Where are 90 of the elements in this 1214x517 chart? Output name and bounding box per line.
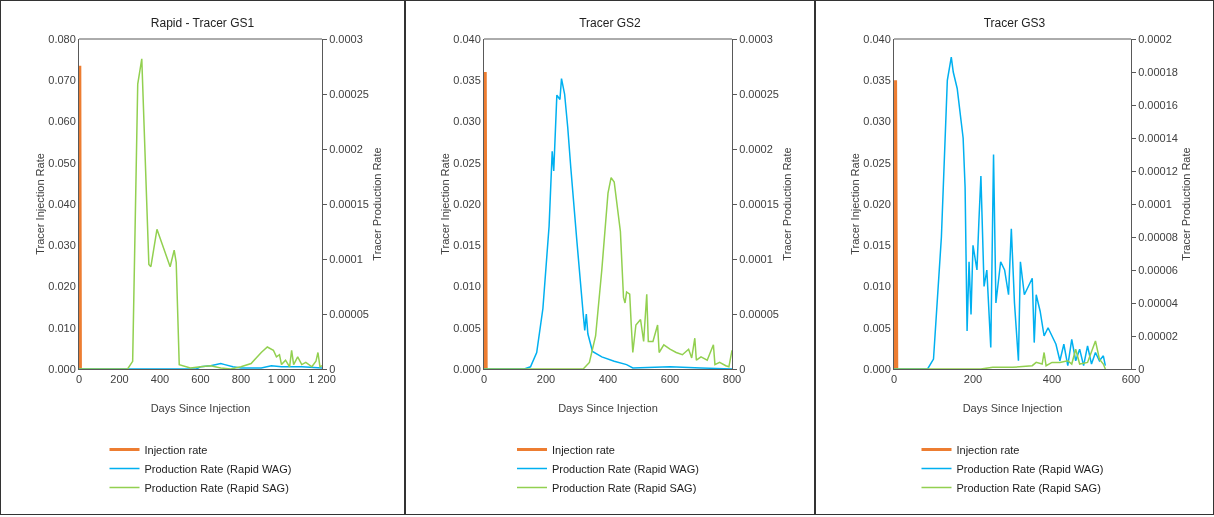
y2-tick-label: 0	[1138, 362, 1145, 375]
x-axis-title: Days Since Injection	[962, 402, 1063, 414]
x-axis-title: Days Since Injection	[150, 402, 251, 414]
y2-tick-label: 0.00016	[1138, 98, 1178, 111]
y2-tick-label: 0.00025	[329, 87, 369, 100]
x-tick-label: 0	[480, 373, 488, 386]
y-tick-label: 0.070	[48, 74, 76, 87]
y-tick-label: 0.025	[863, 156, 891, 169]
x-tick-label: 1 200	[308, 373, 336, 386]
x-tick-label: 200	[110, 373, 129, 386]
legend-label: Production Rate (Rapid WAG)	[144, 462, 292, 475]
y2-tick-label: 0.0002	[329, 142, 363, 155]
y-tick-label: 0.080	[48, 32, 76, 45]
legend-label: Production Rate (Rapid WAG)	[956, 462, 1104, 475]
chart-title: Tracer GS2	[579, 16, 642, 31]
y-tick-label: 0.005	[453, 321, 481, 334]
y-tick-label: 0.015	[863, 239, 891, 252]
y2-tick-label: 0.0003	[739, 32, 773, 45]
y2-tick-label: 0.0002	[1138, 32, 1172, 45]
legend-label: Production Rate (Rapid SAG)	[144, 481, 289, 494]
legend-label: Production Rate (Rapid SAG)	[552, 481, 697, 494]
y2-tick-label: 0.00025	[739, 87, 779, 100]
y2-tick-label: 0.0001	[329, 252, 363, 265]
y-tick-label: 0.035	[863, 74, 891, 87]
x-tick-label: 400	[1042, 373, 1062, 386]
legend-label: Production Rate (Rapid WAG)	[552, 462, 699, 475]
x-axis-title: Days Since Injection	[558, 402, 658, 414]
y-axis-title: Tracer Injection Rate	[439, 153, 452, 255]
y-axis-title: Tracer Injection Rate	[34, 153, 47, 255]
y-tick-label: 0.010	[48, 321, 76, 334]
legend-label: Injection rate	[144, 443, 208, 456]
x-tick-label: 600	[1121, 373, 1141, 386]
y2-tick-label: 0.00005	[739, 307, 779, 320]
y-tick-label: 0.000	[48, 362, 76, 375]
y-tick-label: 0.040	[863, 32, 891, 45]
y-tick-label: 0.030	[453, 115, 481, 128]
chart-title: Rapid - Tracer GS1	[150, 16, 255, 31]
legend-label: Injection rate	[552, 443, 615, 456]
x-tick-label: 400	[598, 373, 618, 386]
y-tick-label: 0.020	[863, 197, 891, 210]
legend-label: Injection rate	[956, 443, 1020, 456]
line-series	[894, 340, 1107, 369]
y-tick-label: 0.060	[48, 115, 76, 128]
y-tick-label: 0.030	[863, 115, 891, 128]
y-axis-title: Tracer Injection Rate	[849, 153, 862, 255]
x-tick-label: 600	[191, 373, 210, 386]
y2-tick-label: 0.00015	[739, 197, 779, 210]
y2-tick-label: 0.00014	[1138, 131, 1178, 144]
y2-tick-label: 0.0002	[739, 142, 773, 155]
y-tick-label: 0.010	[453, 280, 481, 293]
x-tick-label: 200	[536, 373, 556, 386]
y-tick-label: 0.040	[453, 32, 481, 45]
y-tick-label: 0.000	[863, 362, 891, 375]
y2-axis-title: Tracer Production Rate	[1179, 147, 1192, 261]
x-tick-label: 0	[890, 373, 898, 386]
y2-tick-label: 0.0001	[739, 252, 773, 265]
y2-tick-label: 0.00008	[1138, 230, 1178, 243]
y-tick-label: 0.005	[863, 321, 891, 334]
y-tick-label: 0.020	[48, 280, 76, 293]
y2-tick-label: 0	[329, 362, 336, 375]
y2-tick-label: 0.00005	[329, 307, 369, 320]
y-tick-label: 0.000	[453, 362, 481, 375]
y2-axis-title: Tracer Production Rate	[780, 147, 793, 261]
y-tick-label: 0.010	[863, 280, 891, 293]
y2-tick-label: 0.00015	[329, 197, 369, 210]
legend-label: Production Rate (Rapid SAG)	[956, 481, 1101, 494]
x-tick-label: 1 000	[267, 373, 296, 386]
chart-title: Tracer GS3	[983, 16, 1046, 31]
x-tick-label: 800	[231, 373, 251, 386]
x-tick-label: 800	[722, 373, 742, 386]
y2-tick-label: 0.0001	[1138, 197, 1172, 210]
y-tick-label: 0.030	[48, 239, 76, 252]
y2-axis-title: Tracer Production Rate	[370, 147, 383, 261]
y-tick-label: 0.020	[453, 197, 481, 210]
y-tick-label: 0.040	[48, 197, 76, 210]
y2-tick-label: 0.0003	[329, 32, 363, 45]
y-tick-label: 0.035	[453, 74, 481, 87]
y2-tick-label: 0.00006	[1138, 263, 1178, 276]
x-tick-label: 600	[660, 373, 680, 386]
y-tick-label: 0.015	[453, 239, 481, 252]
x-tick-label: 200	[963, 373, 983, 386]
y2-tick-label: 0.00004	[1138, 296, 1178, 309]
y-tick-label: 0.050	[48, 156, 76, 169]
y2-tick-label: 0.00012	[1138, 164, 1178, 177]
y-tick-label: 0.025	[453, 156, 481, 169]
y2-tick-label: 0.00002	[1138, 329, 1178, 342]
y2-tick-label: 0	[739, 362, 746, 375]
y2-tick-label: 0.00018	[1138, 65, 1178, 78]
x-tick-label: 0	[75, 373, 83, 386]
x-tick-label: 400	[150, 373, 170, 386]
